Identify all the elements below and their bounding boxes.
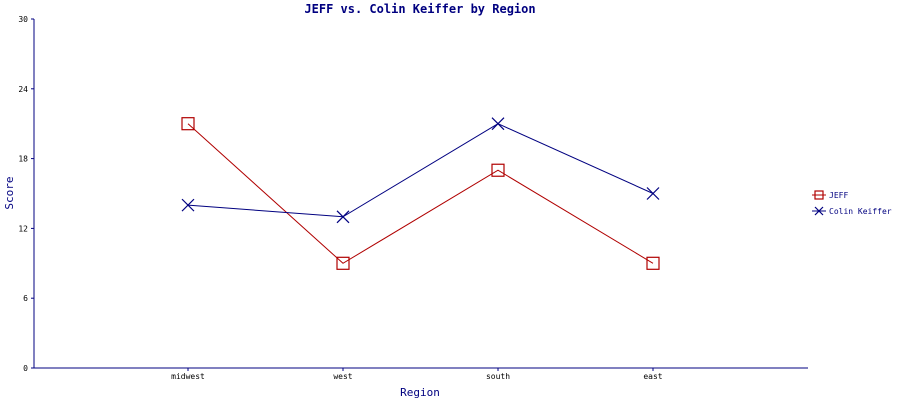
legend-item: Colin Keiffer	[812, 206, 892, 216]
legend-marker	[814, 206, 824, 216]
data-point	[336, 256, 350, 270]
y-tick-label: 0	[23, 364, 28, 373]
data-point	[336, 210, 350, 224]
data-point-stroke-b	[646, 187, 660, 200]
data-point-stroke-b	[336, 210, 350, 224]
data-point	[491, 117, 505, 131]
data-point	[181, 198, 195, 212]
data-point	[646, 187, 660, 200]
y-tick-label: 18	[18, 155, 28, 164]
axes	[31, 18, 808, 371]
series-1	[181, 117, 660, 224]
legend-label: JEFF	[829, 191, 848, 200]
y-tick-label: 30	[18, 15, 28, 24]
legend-item: JEFF	[812, 190, 848, 200]
y-tick-label: 6	[23, 294, 28, 303]
series-line	[187, 123, 654, 218]
x-tick-label: midwest	[171, 372, 205, 381]
x-axis-label: Region	[400, 386, 440, 399]
data-point-stroke-b	[181, 198, 195, 212]
tick-labels: 0 6 12 18 24 30 midwest west south east	[18, 15, 662, 381]
y-axis-label: Score	[3, 176, 16, 209]
chart-title: JEFF vs. Colin Keiffer by Region	[304, 2, 535, 16]
legend: JEFF Colin Keiffer	[812, 190, 892, 216]
y-tick-label: 24	[18, 85, 28, 94]
series-0	[181, 117, 660, 270]
data-point-stroke-b	[491, 117, 505, 131]
legend-label: Colin Keiffer	[829, 207, 892, 216]
series-line	[187, 123, 654, 264]
data-point	[181, 117, 195, 131]
x-tick-label: east	[643, 372, 662, 381]
legend-marker	[814, 190, 824, 200]
legend-marker-stroke-b	[814, 206, 824, 216]
x-tick-label: south	[486, 372, 510, 381]
y-tick-label: 12	[18, 224, 28, 233]
data-point	[646, 256, 660, 270]
series-layer	[181, 117, 660, 270]
x-tick-label: west	[333, 372, 352, 381]
data-point	[491, 163, 505, 177]
